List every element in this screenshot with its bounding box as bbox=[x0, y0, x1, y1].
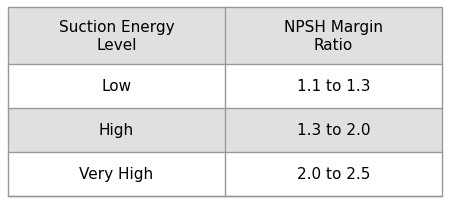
Bar bbox=[8, 64, 225, 108]
Text: Low: Low bbox=[101, 79, 131, 94]
Text: 2.0 to 2.5: 2.0 to 2.5 bbox=[297, 167, 370, 182]
Bar bbox=[8, 108, 225, 152]
Bar bbox=[225, 8, 442, 64]
Bar bbox=[8, 8, 225, 64]
Bar bbox=[225, 64, 442, 108]
Text: NPSH Margin
Ratio: NPSH Margin Ratio bbox=[284, 19, 383, 53]
Text: 1.3 to 2.0: 1.3 to 2.0 bbox=[297, 123, 370, 138]
Bar bbox=[8, 152, 225, 196]
Text: Very High: Very High bbox=[80, 167, 153, 182]
Text: 1.1 to 1.3: 1.1 to 1.3 bbox=[297, 79, 370, 94]
Text: High: High bbox=[99, 123, 134, 138]
Bar bbox=[225, 108, 442, 152]
Bar bbox=[225, 152, 442, 196]
Text: Suction Energy
Level: Suction Energy Level bbox=[58, 19, 174, 53]
